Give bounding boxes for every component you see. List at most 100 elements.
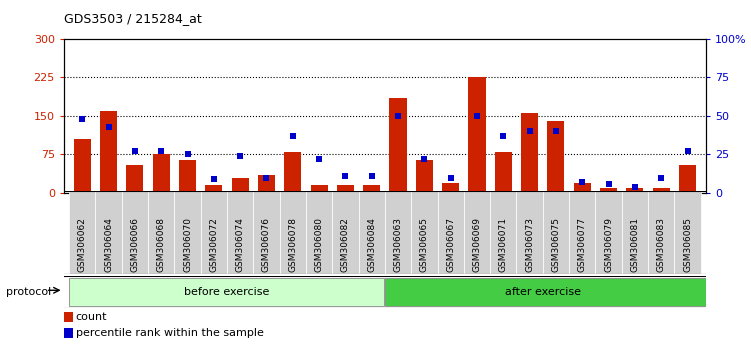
Text: GSM306082: GSM306082: [341, 217, 350, 272]
Point: [234, 153, 246, 159]
Point: [313, 156, 325, 162]
Bar: [311, 185, 327, 193]
Text: GSM306068: GSM306068: [157, 217, 166, 272]
Text: GSM306077: GSM306077: [578, 217, 587, 272]
Bar: [306, 191, 332, 274]
Text: GSM306064: GSM306064: [104, 217, 113, 272]
Bar: [279, 191, 306, 274]
Bar: [231, 178, 249, 193]
Text: before exercise: before exercise: [184, 287, 270, 297]
Point: [261, 175, 273, 181]
Point: [445, 175, 457, 181]
Text: GSM306075: GSM306075: [551, 217, 560, 272]
Bar: [332, 191, 358, 274]
Bar: [122, 191, 148, 274]
Bar: [205, 185, 222, 193]
Point: [103, 124, 115, 130]
Bar: [464, 191, 490, 274]
Text: GSM306083: GSM306083: [656, 217, 665, 272]
Bar: [253, 191, 279, 274]
Bar: [547, 121, 565, 193]
Text: GSM306081: GSM306081: [630, 217, 639, 272]
Point: [287, 133, 299, 139]
Text: after exercise: after exercise: [505, 287, 581, 297]
Text: GDS3503 / 215284_at: GDS3503 / 215284_at: [64, 12, 201, 25]
Bar: [126, 165, 143, 193]
Text: GSM306062: GSM306062: [78, 217, 87, 272]
Text: GSM306067: GSM306067: [446, 217, 455, 272]
Text: GSM306079: GSM306079: [604, 217, 613, 272]
Point: [471, 113, 483, 119]
Point: [523, 129, 535, 134]
Bar: [543, 191, 569, 274]
Text: GSM306076: GSM306076: [262, 217, 271, 272]
Bar: [469, 78, 486, 193]
Text: protocol: protocol: [6, 287, 51, 297]
Point: [681, 149, 693, 154]
Text: GSM306071: GSM306071: [499, 217, 508, 272]
Bar: [174, 191, 201, 274]
Point: [339, 173, 351, 179]
Bar: [179, 160, 196, 193]
Bar: [385, 191, 412, 274]
Bar: [201, 191, 227, 274]
Bar: [69, 278, 384, 306]
Bar: [569, 191, 596, 274]
Bar: [412, 191, 438, 274]
Point: [629, 184, 641, 190]
Bar: [648, 191, 674, 274]
Text: GSM306073: GSM306073: [525, 217, 534, 272]
Bar: [258, 175, 275, 193]
Point: [550, 129, 562, 134]
Bar: [358, 191, 385, 274]
Point: [155, 149, 167, 154]
Bar: [390, 98, 406, 193]
Bar: [363, 185, 380, 193]
Bar: [69, 191, 95, 274]
Bar: [495, 152, 512, 193]
Text: GSM306063: GSM306063: [394, 217, 403, 272]
Text: GSM306065: GSM306065: [420, 217, 429, 272]
Bar: [100, 111, 117, 193]
Bar: [95, 191, 122, 274]
Bar: [574, 183, 591, 193]
Text: GSM306084: GSM306084: [367, 217, 376, 272]
Bar: [674, 191, 701, 274]
Bar: [438, 191, 464, 274]
Point: [418, 156, 430, 162]
Text: GSM306069: GSM306069: [472, 217, 481, 272]
Bar: [385, 278, 713, 306]
Bar: [227, 191, 253, 274]
Bar: [622, 191, 648, 274]
Bar: [517, 191, 543, 274]
Text: GSM306080: GSM306080: [315, 217, 324, 272]
Point: [77, 116, 89, 122]
Bar: [337, 185, 354, 193]
Point: [497, 133, 509, 139]
Text: GSM306072: GSM306072: [210, 217, 219, 272]
Point: [602, 181, 614, 187]
Bar: [74, 139, 91, 193]
Text: GSM306070: GSM306070: [183, 217, 192, 272]
Bar: [679, 165, 696, 193]
Bar: [521, 113, 538, 193]
Bar: [626, 188, 644, 193]
Text: GSM306066: GSM306066: [131, 217, 140, 272]
Text: count: count: [76, 312, 107, 322]
Text: GSM306074: GSM306074: [236, 217, 245, 272]
Bar: [284, 152, 301, 193]
Text: GSM306085: GSM306085: [683, 217, 692, 272]
Point: [182, 152, 194, 157]
Point: [576, 179, 588, 185]
Bar: [148, 191, 174, 274]
Bar: [416, 160, 433, 193]
Bar: [442, 183, 459, 193]
Bar: [490, 191, 517, 274]
Text: GSM306078: GSM306078: [288, 217, 297, 272]
Point: [655, 175, 667, 181]
Bar: [596, 191, 622, 274]
Point: [392, 113, 404, 119]
Point: [129, 149, 141, 154]
Bar: [600, 188, 617, 193]
Text: percentile rank within the sample: percentile rank within the sample: [76, 328, 264, 338]
